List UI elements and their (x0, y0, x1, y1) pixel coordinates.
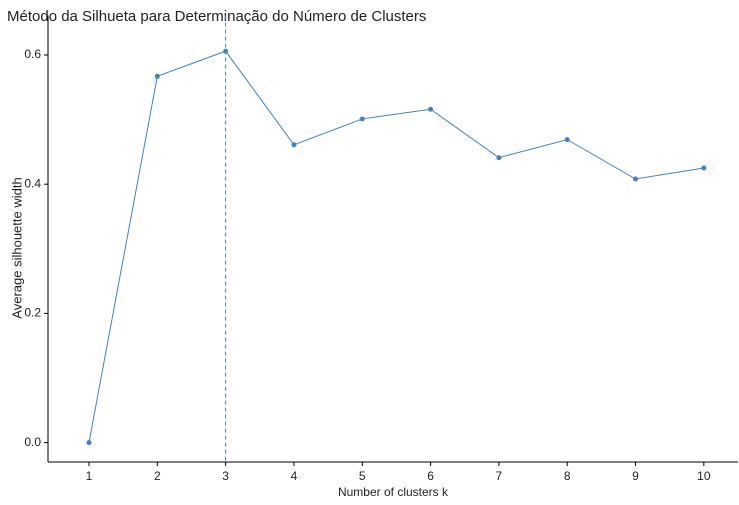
y-tick-label: 0.6 (24, 47, 41, 61)
data-point (86, 440, 92, 446)
x-tick-label: 7 (496, 469, 503, 483)
x-tick-label: 1 (86, 469, 93, 483)
data-point (564, 137, 570, 143)
data-point (359, 116, 365, 122)
x-tick-label: 4 (291, 469, 298, 483)
x-tick-label: 6 (427, 469, 434, 483)
data-point (496, 155, 502, 161)
y-tick-label: 0.4 (24, 176, 41, 190)
chart-title: Método da Silhueta para Determinação do … (7, 8, 426, 25)
y-axis-label: Average silhouette width (9, 177, 24, 318)
x-axis-label: Number of clusters k (338, 485, 449, 499)
data-point (701, 165, 707, 171)
series-line (88, 50, 704, 443)
x-tick-label: 10 (697, 469, 711, 483)
data-point (291, 142, 297, 148)
x-tick-label: 8 (564, 469, 571, 483)
data-point (428, 106, 434, 112)
x-tick-label: 9 (632, 469, 639, 483)
x-tick-label: 3 (222, 469, 229, 483)
y-tick-label: 0.2 (24, 306, 41, 320)
data-point (633, 176, 639, 182)
x-tick-label: 5 (359, 469, 366, 483)
y-tick-label: 0.0 (24, 435, 41, 449)
x-tick-label: 2 (154, 469, 161, 483)
data-point (223, 48, 229, 54)
data-point (154, 73, 160, 79)
